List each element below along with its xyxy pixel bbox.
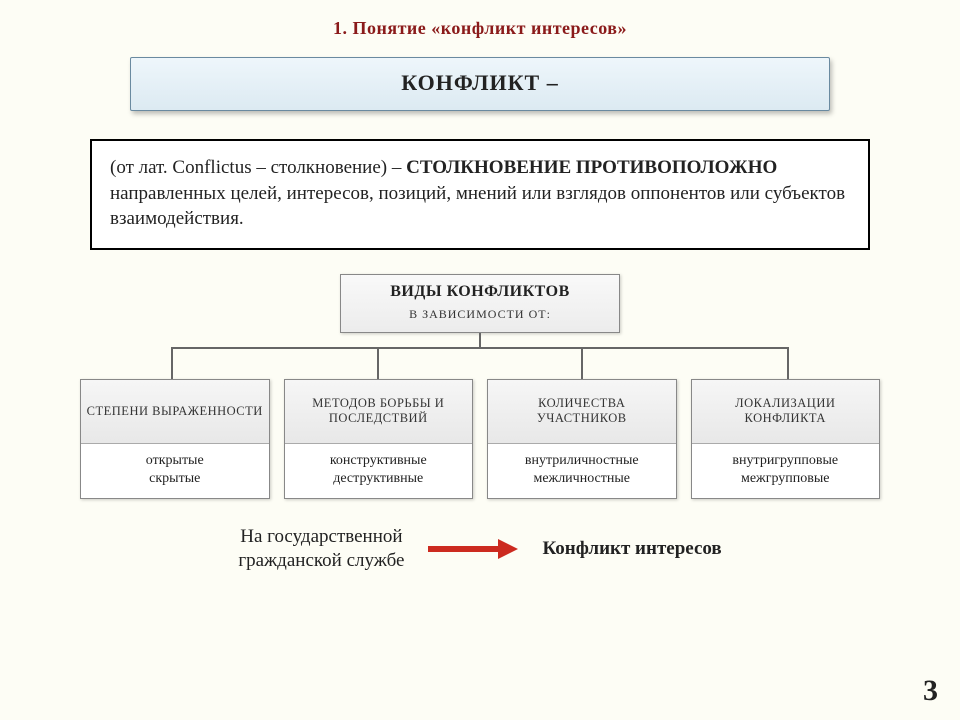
footer-row: На государственнойгражданской службе Кон…: [40, 525, 920, 573]
branch-body: внутриличностныемежличностные: [488, 444, 676, 498]
branch-head: ЛОКАЛИЗАЦИИ КОНФЛИКТА: [692, 380, 880, 444]
definition-pre: (от лат. Conflictus – столкновение) –: [110, 157, 406, 178]
definition-box: (от лат. Conflictus – столкновение) – СТ…: [90, 139, 870, 250]
tree-branch: ЛОКАЛИЗАЦИИ КОНФЛИКТАвнутригрупповыемежг…: [691, 379, 881, 499]
tree-root-title: ВИДЫ КОНФЛИКТОВ: [347, 283, 613, 301]
branch-head: СТЕПЕНИ ВЫРАЖЕННОСТИ: [81, 380, 269, 444]
title-box: КОНФЛИКТ –: [130, 57, 830, 111]
definition-bold: СТОЛКНОВЕНИЕ ПРОТИВОПОЛОЖНО: [406, 157, 777, 178]
tree-branch: СТЕПЕНИ ВЫРАЖЕННОСТИоткрытыескрытые: [80, 379, 270, 499]
tree-branch: КОЛИЧЕСТВА УЧАСТНИКОВвнутриличностныемеж…: [487, 379, 677, 499]
branch-body: открытыескрытые: [81, 444, 269, 498]
footer-left-text: На государственнойгражданской службе: [238, 525, 404, 573]
branch-head: МЕТОДОВ БОРЬБЫ И ПОСЛЕДСТВИЙ: [285, 380, 473, 444]
tree-connector: [80, 333, 880, 379]
arrow-icon: [428, 543, 518, 555]
page-number: 3: [923, 674, 938, 708]
tree-branches: СТЕПЕНИ ВЫРАЖЕННОСТИоткрытыескрытыеМЕТОД…: [80, 379, 880, 499]
footer-right-text: Конфликт интересов: [542, 538, 721, 560]
definition-post: направленных целей, интересов, позиций, …: [110, 183, 845, 230]
branch-head: КОЛИЧЕСТВА УЧАСТНИКОВ: [488, 380, 676, 444]
branch-body: конструктивныедеструктивные: [285, 444, 473, 498]
tree-root: ВИДЫ КОНФЛИКТОВ В ЗАВИСИМОСТИ ОТ:: [340, 274, 620, 333]
branch-body: внутригрупповыемежгрупповые: [692, 444, 880, 498]
slide-heading: 1. Понятие «конфликт интересов»: [40, 18, 920, 39]
tree-root-subtitle: В ЗАВИСИМОСТИ ОТ:: [347, 307, 613, 322]
tree-branch: МЕТОДОВ БОРЬБЫ И ПОСЛЕДСТВИЙконструктивн…: [284, 379, 474, 499]
